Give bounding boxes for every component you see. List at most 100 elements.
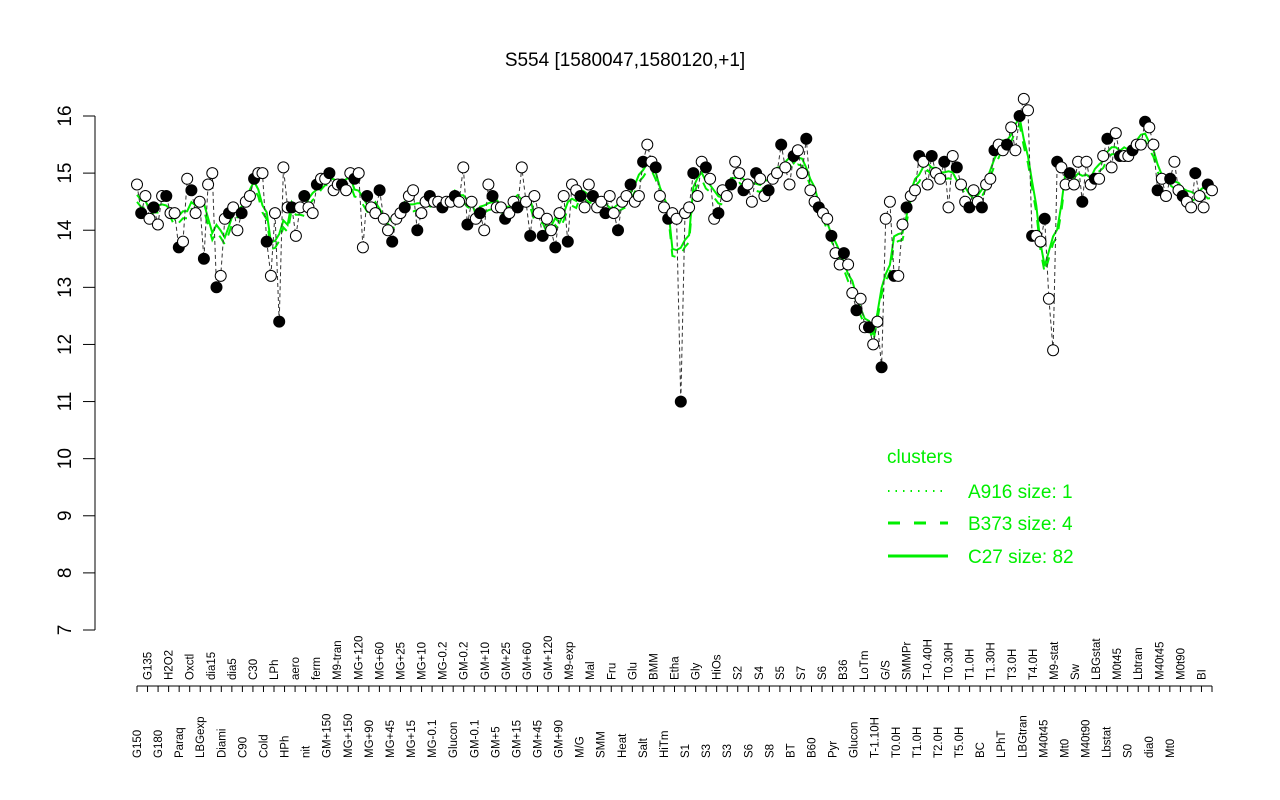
data-point [306, 207, 319, 220]
legend: clusters A916 size: 1 B373 size: 4 C27 s… [887, 447, 1074, 568]
data-point [762, 184, 775, 197]
x-tick-label: GM+45 [532, 720, 544, 758]
data-point [482, 178, 495, 191]
legend-entry-b373: B373 size: 4 [968, 514, 1073, 535]
data-point [1055, 161, 1068, 174]
data-point [1206, 184, 1218, 197]
data-point [340, 184, 353, 197]
data-point [582, 178, 595, 191]
series-line [136, 97, 1213, 402]
data-point [984, 172, 997, 185]
data-point [356, 241, 369, 254]
x-tick-label: Sw [1070, 663, 1082, 680]
data-point [1185, 201, 1198, 214]
y-tick-label: 14 [55, 219, 76, 241]
x-tick-label: M/G [575, 736, 587, 758]
x-tick-label: aero [290, 657, 302, 680]
x-tick-label: MG+60 [374, 642, 386, 680]
y-tick-label: 7 [55, 625, 76, 636]
x-tick-label: T0.30H [944, 642, 956, 680]
data-point [177, 235, 189, 248]
data-point [733, 167, 746, 180]
x-tick-label: Glucon [849, 722, 861, 758]
data-point [1101, 132, 1114, 145]
data-point [210, 281, 223, 294]
data-point [950, 161, 963, 174]
y-axis: 7 8 9 10 11 12 13 14 15 16 [55, 105, 96, 636]
data-point [407, 184, 420, 197]
x-tick-label: BI [1196, 669, 1208, 680]
data-point [1042, 292, 1055, 305]
x-tick-label: LoTm [859, 651, 871, 680]
data-point [796, 167, 809, 180]
data-point [917, 155, 930, 168]
data-point [1005, 121, 1018, 134]
data-point [595, 195, 608, 208]
data-point [1047, 344, 1060, 357]
data-point [143, 212, 156, 225]
data-point [411, 224, 424, 237]
data-point [909, 184, 921, 197]
x-tick-label: G/S [880, 660, 892, 680]
x-tick-label: Mal [585, 661, 597, 680]
y-tick-label: 8 [55, 568, 76, 579]
data-point [687, 167, 700, 180]
data-point [545, 224, 558, 237]
data-point [783, 178, 796, 191]
data-point [641, 138, 654, 151]
data-point [361, 190, 374, 202]
data-point [683, 201, 696, 214]
x-tick-label: Mt0 [1165, 739, 1177, 758]
data-point [607, 207, 620, 220]
data-point [528, 190, 541, 202]
data-point [699, 161, 712, 174]
data-point [1193, 190, 1206, 202]
data-point [1068, 178, 1080, 191]
data-point [131, 178, 143, 191]
x-tick-label: M9-stat [1049, 641, 1061, 680]
data-point [474, 207, 486, 220]
data-point [520, 195, 532, 208]
data-point [934, 172, 947, 185]
data-point [1168, 155, 1181, 168]
data-point [892, 269, 905, 282]
y-tick-label: 15 [55, 163, 76, 184]
x-tick-label: G180 [153, 730, 165, 758]
x-tick-label: GM-0.1 [469, 720, 481, 758]
x-tick-label: GM+10 [480, 642, 492, 680]
x-tick-label: S7 [796, 666, 808, 680]
data-point [243, 190, 256, 202]
data-point [1009, 144, 1022, 157]
data-point [779, 161, 792, 174]
x-tick-label: Oxctl [185, 654, 197, 680]
data-point [791, 144, 804, 157]
x-tick-label: GM+90 [554, 720, 566, 758]
x-tick-label: HiTm [659, 731, 671, 758]
data-point [214, 269, 227, 282]
x-tick-label: T1.0H [965, 649, 977, 680]
x-tick-label: M9-tran [332, 640, 344, 680]
data-point [235, 207, 248, 220]
data-point [151, 218, 164, 231]
data-point [846, 287, 859, 299]
data-point [658, 201, 670, 214]
x-tick-label: LBGstat [1091, 638, 1103, 680]
y-tick-label: 10 [55, 448, 76, 469]
data-point [1197, 201, 1210, 214]
data-point [557, 190, 570, 202]
data-point [863, 321, 875, 334]
x-tick-label: GM+15 [511, 720, 523, 758]
x-tick-label: Etha [670, 656, 682, 680]
chart-title: S554 [1580047,1580120,+1] [505, 50, 745, 71]
x-tick-label: T3.0H [1007, 649, 1019, 680]
data-point [486, 190, 499, 202]
data-point [850, 304, 863, 317]
data-point [942, 201, 955, 214]
data-point [553, 207, 566, 220]
data-point [603, 190, 616, 202]
x-tick-label: T1.0H [912, 727, 924, 758]
x-tick-label: MG+90 [364, 720, 376, 758]
x-tick-label: Lbtran [1133, 647, 1145, 680]
data-point [1022, 104, 1034, 117]
